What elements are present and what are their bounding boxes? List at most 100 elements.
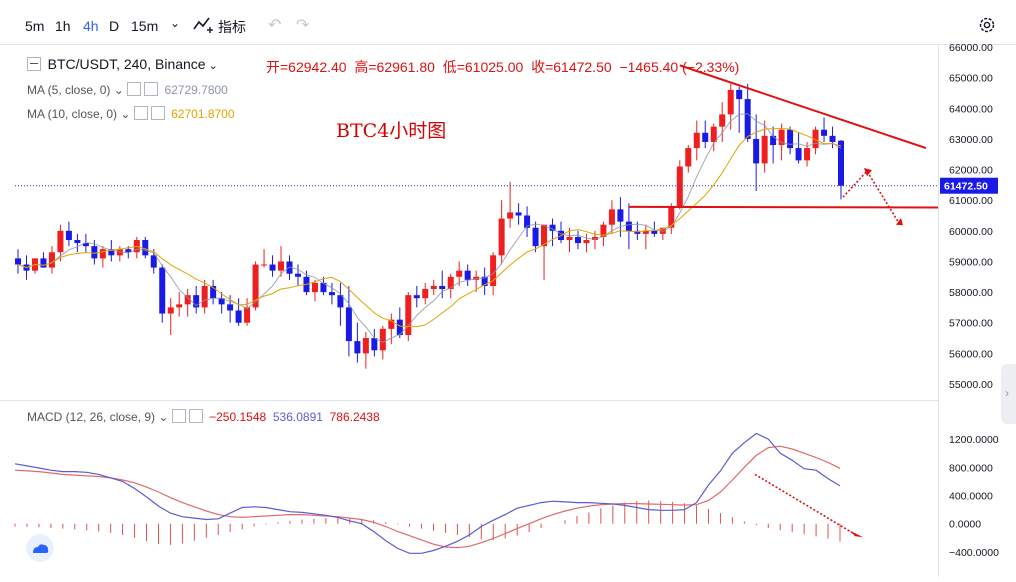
- candle-body: [524, 215, 531, 228]
- candle-body: [218, 298, 225, 305]
- close-icon[interactable]: [150, 106, 165, 120]
- candle-body: [490, 255, 497, 286]
- candle-body: [770, 135, 777, 146]
- eye-icon[interactable]: [171, 409, 186, 423]
- timeframe-5m[interactable]: 5m: [25, 18, 45, 34]
- candle-body: [337, 295, 344, 308]
- eye-icon[interactable]: [127, 82, 142, 96]
- chevron-down-icon[interactable]: ⌄: [170, 16, 181, 30]
- arrowhead-up: [864, 168, 872, 177]
- close-icon[interactable]: [144, 82, 159, 96]
- candle-body: [40, 258, 47, 268]
- price-tick-label: 65000.00: [949, 73, 993, 85]
- change-value: −1465.40 (−2.33%): [619, 59, 740, 75]
- timeframe-4h[interactable]: 4h: [83, 18, 99, 34]
- candle-body: [702, 132, 709, 142]
- candle-body: [125, 249, 132, 253]
- macd-chart[interactable]: [0, 401, 938, 577]
- candle-body: [261, 264, 268, 266]
- candle-body: [710, 126, 717, 142]
- macd-tick-label: 0.0000: [949, 519, 981, 531]
- candle-body: [99, 249, 106, 259]
- candle-body: [617, 209, 624, 222]
- price-tick-label: 66000.00: [949, 44, 993, 54]
- candle-body: [812, 129, 819, 149]
- candle-body: [549, 224, 556, 231]
- macd-arrowhead: [850, 530, 863, 538]
- collapse-icon[interactable]: [27, 57, 41, 71]
- candle-body: [311, 282, 318, 293]
- price-tick-label: 58000.00: [949, 287, 993, 299]
- price-chart[interactable]: [0, 44, 949, 400]
- price-axis[interactable]: 66000.00 65000.00 64000.00 63000.00 62000.00…: [938, 42, 1016, 577]
- candle-body: [328, 292, 335, 296]
- price-pane[interactable]: BTC/USDT, 240, Binance ⌄ 开=62942.40 高=62…: [0, 44, 949, 401]
- candle-body: [481, 276, 488, 286]
- candle-body: [379, 328, 386, 351]
- candle-body: [821, 129, 828, 136]
- candle-body: [591, 236, 598, 241]
- timeframe-d[interactable]: D: [109, 18, 120, 34]
- candle-body: [176, 304, 183, 308]
- signal-line: [14, 445, 841, 549]
- candle-body: [362, 338, 369, 354]
- ma10-label[interactable]: MA (10, close, 0): [27, 107, 118, 121]
- macd-label[interactable]: MACD (12, 26, close, 9): [27, 410, 156, 424]
- candle-body: [15, 258, 21, 265]
- cloud-icon: [33, 544, 49, 553]
- candle-body: [108, 249, 115, 256]
- redo-icon[interactable]: ↷: [296, 17, 310, 34]
- candle-body: [82, 243, 89, 247]
- candle-body: [736, 89, 743, 100]
- indicators-button[interactable]: 指标: [192, 15, 246, 40]
- price-tag-label: 61472.50: [944, 181, 988, 193]
- candle-body: [193, 295, 200, 308]
- undo-icon[interactable]: ↶: [268, 17, 282, 34]
- candle-body: [430, 285, 437, 290]
- candle-body: [57, 230, 64, 253]
- candle-body: [447, 276, 454, 290]
- settings-button[interactable]: [976, 14, 998, 41]
- ma5-label[interactable]: MA (5, close, 0): [27, 83, 111, 97]
- candle-body: [74, 240, 81, 244]
- close-icon[interactable]: [188, 409, 203, 423]
- macd-tick-label: 1200.0000: [949, 434, 999, 446]
- candle-body: [91, 246, 98, 259]
- ma5-value: 62729.7800: [164, 83, 228, 97]
- high-value: 高=62961.80: [354, 59, 435, 75]
- eye-icon[interactable]: [133, 106, 148, 120]
- macd-histogram: [14, 500, 841, 545]
- scroll-handle[interactable]: ›: [1001, 364, 1016, 424]
- symbol-label[interactable]: BTC/USDT, 240, Binance: [47, 56, 206, 72]
- price-tick-label: 63000.00: [949, 134, 993, 146]
- candle-body: [600, 224, 607, 237]
- price-tick-label: 61000.00: [949, 195, 993, 207]
- candle-body: [439, 285, 446, 290]
- resistance-trendline: [679, 64, 927, 150]
- macd-pane[interactable]: MACD (12, 26, close, 9) ⌄ −250.1548 536.…: [0, 401, 938, 577]
- candle-body: [642, 230, 649, 234]
- candle-body: [464, 270, 471, 280]
- candle-body: [456, 270, 463, 277]
- timeframe-1h[interactable]: 1h: [55, 18, 71, 34]
- support-line: [628, 205, 949, 209]
- candle-body: [150, 255, 157, 268]
- candle-body: [753, 138, 760, 164]
- candle-body: [583, 240, 590, 244]
- forecast-arrow: [842, 169, 900, 224]
- candle-body: [269, 264, 276, 271]
- price-tick-label: 55000.00: [949, 379, 993, 391]
- logo-button[interactable]: [26, 534, 54, 562]
- indicators-label: 指标: [218, 19, 246, 35]
- candle-body: [829, 135, 836, 142]
- macd-tick-label: −400.0000: [949, 547, 999, 559]
- candle-body: [532, 227, 539, 247]
- ma5-legend: MA (5, close, 0) ⌄ 62729.7800: [27, 82, 228, 97]
- candle-body: [116, 249, 123, 256]
- timeframe-15m[interactable]: 15m: [131, 18, 159, 34]
- candle-body: [651, 230, 658, 234]
- candle-body: [744, 99, 751, 139]
- price-tick-label: 60000.00: [949, 226, 993, 238]
- candle-body: [804, 148, 811, 161]
- price-tick-label: 64000.00: [949, 103, 993, 115]
